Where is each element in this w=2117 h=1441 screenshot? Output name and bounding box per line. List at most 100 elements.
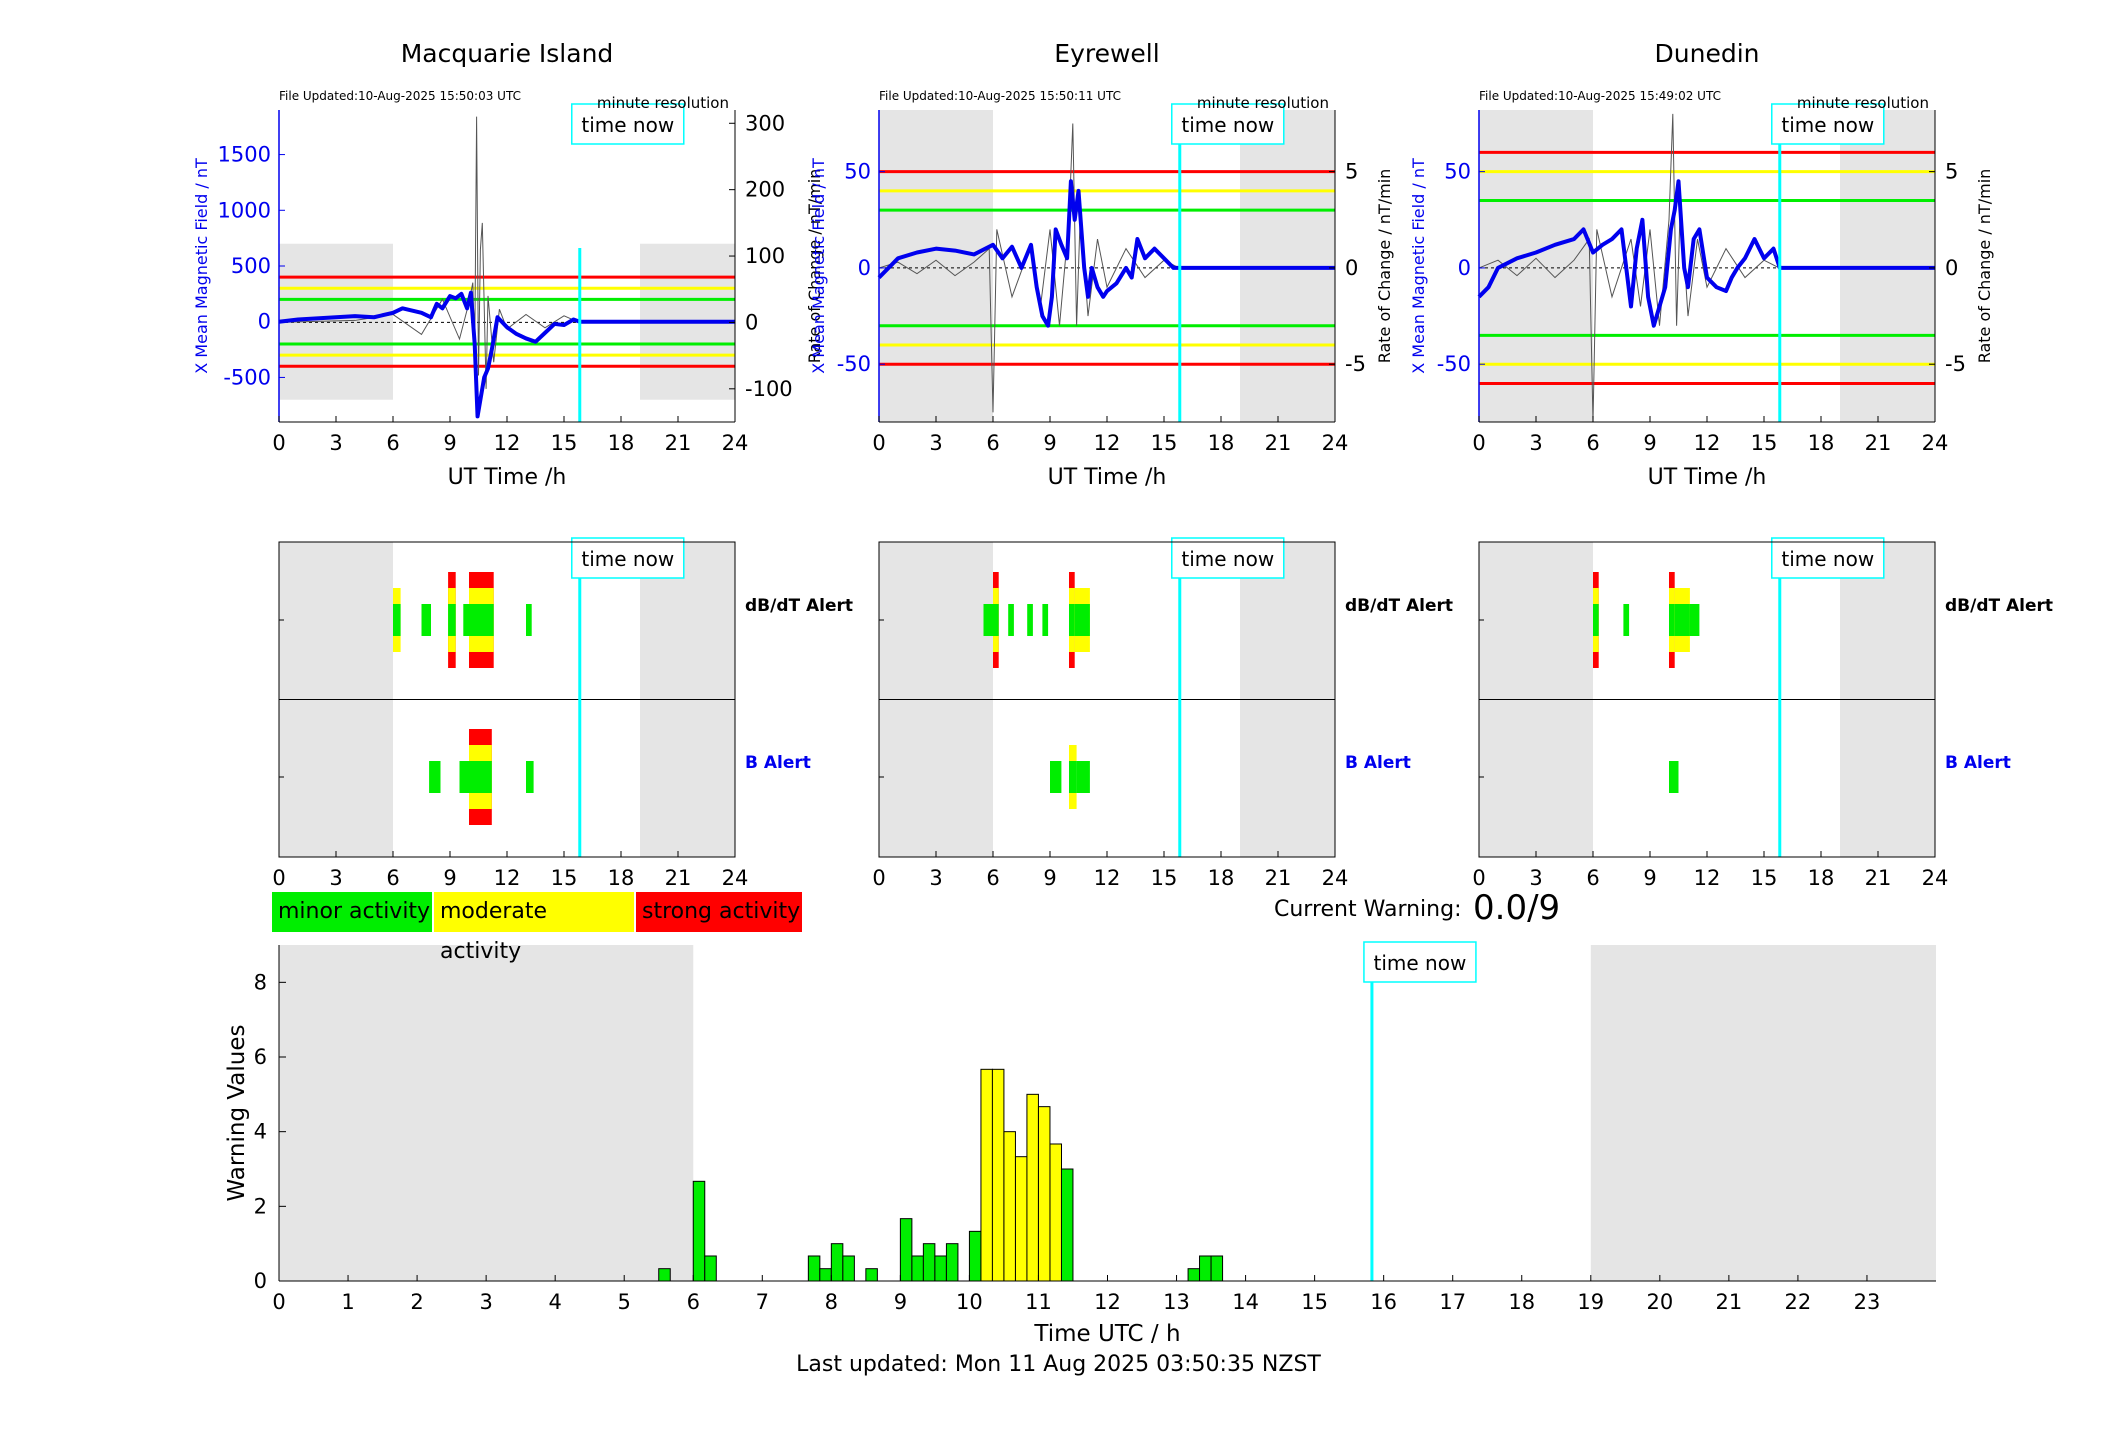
night-shade [1479,110,1593,422]
y-right-tick-label: -100 [745,377,793,401]
time-now-box [1171,103,1285,145]
warning-bar [991,1068,1005,1282]
warning-bar [968,1230,982,1282]
time-now-label: time now [1374,951,1467,975]
last-updated-text: Last updated: Mon 11 Aug 2025 03:50:35 N… [796,1352,1321,1377]
y-right-axis-label: Rate of Change / nT/min [1975,169,1994,364]
y-right-tick-label: -5 [1345,352,1366,376]
x-tick-label: 12 [1094,866,1121,890]
y-right-tick-label: -5 [1945,352,1966,376]
x-tick-label: 21 [1265,866,1292,890]
dbdt-alert-green-mark [463,604,469,636]
y-tick-label: 1500 [218,143,271,167]
dbdt-alert-green-mark [993,604,999,636]
x-axis-label: UT Time /h [1648,465,1767,490]
x-tick-label: 0 [1472,431,1485,455]
x-tick-label: 17 [1439,1290,1466,1314]
night-shade [1590,945,1936,1281]
dbdt-alert-green-mark [469,604,494,636]
x-tick-label: 3 [1529,866,1542,890]
x-tick-label: 15 [1751,431,1778,455]
y-right-tick-label: 0 [1345,256,1358,280]
alert-panel-2: time now dB/dT Alert B Alert 0 3 6 9 12 15 18 21 24 [872,537,1453,890]
x-tick-label: 22 [1785,1290,1812,1314]
y-axis-label: Warning Values [224,1024,250,1201]
x-tick-label: 18 [1508,1290,1535,1314]
y-tick-label: 8 [254,970,267,994]
x-tick-label: 9 [443,431,456,455]
x-tick-label: 1 [341,1290,354,1314]
x-tick-label: 20 [1646,1290,1673,1314]
dbdt-alert-green-mark [1027,604,1033,636]
x-tick-label: 16 [1370,1290,1397,1314]
x-tick-label: 2 [410,1290,423,1314]
x-tick-label: 0 [272,866,285,890]
x-tick-label: 18 [608,866,635,890]
x-tick-label: 21 [1865,431,1892,455]
current-warning-label: Current Warning: [1274,897,1462,922]
x-tick-label: 10 [956,1290,983,1314]
x-tick-label: 18 [1208,866,1235,890]
y-tick-label: 0 [858,256,871,280]
resolution-label: minute resolution [1797,94,1929,112]
y-right-tick-label: 5 [1345,160,1358,184]
x-tick-label: 15 [1151,431,1178,455]
x-tick-label: 24 [1922,431,1949,455]
warning-bar [865,1268,878,1282]
x-tick-label: 4 [548,1290,561,1314]
x-tick-label: 11 [1025,1290,1052,1314]
time-now-box [1171,537,1285,579]
dbdt-alert-green-mark [1623,604,1630,636]
x-tick-label: 18 [1808,866,1835,890]
x-tick-label: 21 [665,431,692,455]
x-tick-label: 12 [494,866,521,890]
x-tick-label: 6 [986,866,999,890]
night-shade [279,945,694,1281]
x-tick-label: 15 [551,866,578,890]
dbdt-alert-green-mark [1008,604,1014,636]
panel-title: Dunedin [1655,39,1760,68]
x-tick-label: 24 [1922,866,1949,890]
x-tick-label: 9 [1643,866,1656,890]
warning-bar [899,1218,913,1282]
warning-bar [1037,1106,1051,1282]
x-tick-label: 7 [756,1290,769,1314]
y-axis-label: X Mean Magnetic Field / nT [192,158,211,374]
legend-minor-activity: minor activity [272,892,432,932]
warning-bar [692,1180,706,1282]
x-tick-label: 9 [894,1290,907,1314]
x-tick-label: 5 [618,1290,631,1314]
warning-bar [1003,1131,1016,1282]
dbdt-alert-label: dB/dT Alert [745,596,853,616]
legend-strong-activity: strong activity [636,892,802,932]
time-now-box [1363,941,1477,983]
b-alert-green-mark [459,761,469,793]
warning-bar [1014,1156,1028,1282]
x-tick-label: 3 [479,1290,492,1314]
rate-of-change-line [878,123,1180,413]
warning-bar [1060,1168,1074,1282]
x-tick-label: 12 [494,431,521,455]
y-right-tick-label: 200 [745,178,785,202]
x-tick-label: 0 [1472,866,1485,890]
y-axis-label: X Mean Magnetic Field / nT [1409,158,1428,374]
x-tick-label: 8 [825,1290,838,1314]
b-alert-label: B Alert [1945,753,2011,773]
x-tick-label: 12 [1694,866,1721,890]
time-now-label: time now [1181,113,1274,137]
y-tick-label: 2 [254,1194,267,1218]
x-tick-label: 3 [329,866,342,890]
x-tick-label: 24 [722,431,749,455]
x-tick-label: 6 [1586,866,1599,890]
dbdt-alert-green-mark [1674,604,1690,636]
x-tick-label: 6 [1586,431,1599,455]
dbdt-alert-green-mark [1689,604,1700,636]
x-tick-label: 15 [1301,1290,1328,1314]
dbdt-alert-green-mark [526,604,532,636]
b-alert-green-mark [429,761,441,793]
x-tick-label: 15 [551,431,578,455]
magnetic-field-line [278,290,735,419]
magnetic-field-line [1477,179,1935,328]
